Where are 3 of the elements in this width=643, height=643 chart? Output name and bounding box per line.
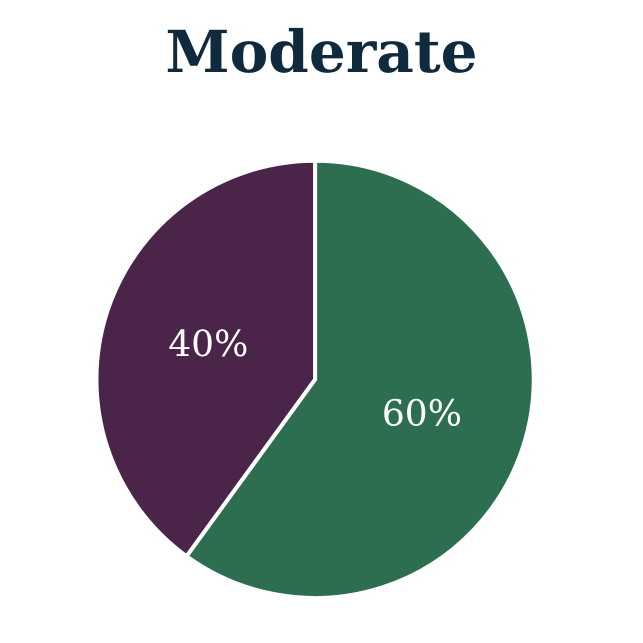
chart-title: Moderate — [165, 18, 478, 86]
data-label: 60% — [382, 394, 462, 435]
data-label: 40% — [168, 324, 248, 366]
